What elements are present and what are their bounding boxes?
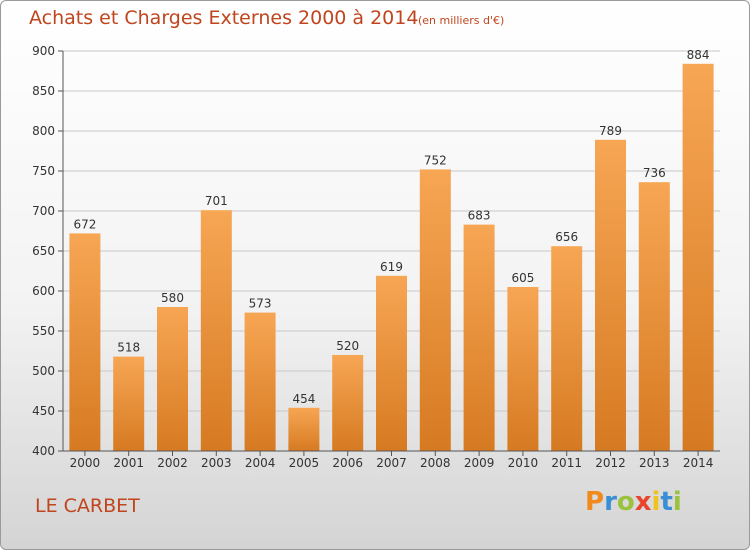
y-tick-label: 500 bbox=[32, 364, 55, 378]
y-tick-label: 850 bbox=[32, 84, 55, 98]
logo-letter: i bbox=[651, 487, 661, 517]
bar-2014[interactable] bbox=[682, 63, 714, 452]
data-label: 520 bbox=[336, 339, 359, 353]
y-tick-label: 700 bbox=[32, 204, 55, 218]
x-tick-label: 2007 bbox=[376, 456, 407, 470]
logo-letter: x bbox=[634, 487, 652, 517]
logo-letter: o bbox=[616, 487, 635, 517]
bar-2002[interactable] bbox=[157, 307, 188, 451]
data-label: 701 bbox=[205, 194, 228, 208]
bar-2008[interactable] bbox=[419, 169, 451, 451]
x-tick-label: 2006 bbox=[332, 456, 363, 470]
data-label: 573 bbox=[249, 297, 272, 311]
x-tick-label: 2005 bbox=[289, 456, 320, 470]
y-tick-label: 400 bbox=[32, 444, 55, 458]
y-tick-label: 650 bbox=[32, 244, 55, 258]
chart-unit: (en milliers d'€) bbox=[418, 14, 505, 27]
bar-2001[interactable] bbox=[113, 356, 145, 451]
place-name: LE CARBET bbox=[35, 495, 140, 517]
data-label: 454 bbox=[292, 392, 315, 406]
y-tick-label: 800 bbox=[32, 124, 55, 138]
data-label: 518 bbox=[117, 341, 140, 355]
data-label: 672 bbox=[73, 217, 96, 231]
x-tick-label: 2001 bbox=[113, 456, 144, 470]
logo-letter: i bbox=[672, 487, 682, 517]
y-tick-label: 900 bbox=[32, 44, 55, 58]
data-label: 789 bbox=[599, 124, 622, 138]
data-label: 656 bbox=[555, 230, 578, 244]
proxiti-logo[interactable]: Proxiti bbox=[585, 487, 682, 517]
x-tick-label: 2008 bbox=[420, 456, 451, 470]
x-tick-label: 2000 bbox=[70, 456, 101, 470]
bar-2009[interactable] bbox=[463, 224, 495, 451]
y-tick-label: 600 bbox=[32, 284, 55, 298]
x-tick-label: 2012 bbox=[595, 456, 626, 470]
bar-2007[interactable] bbox=[376, 275, 407, 451]
chart-title: Achats et Charges Externes 2000 à 2014 bbox=[29, 7, 419, 29]
logo-letter: r bbox=[604, 487, 617, 517]
x-tick-label: 2004 bbox=[245, 456, 276, 470]
x-tick-label: 2013 bbox=[639, 456, 670, 470]
logo-letter: P bbox=[585, 487, 605, 517]
data-label: 752 bbox=[424, 153, 447, 167]
x-tick-label: 2009 bbox=[464, 456, 495, 470]
bar-2012[interactable] bbox=[595, 139, 626, 452]
data-label: 683 bbox=[468, 209, 491, 223]
data-label: 884 bbox=[687, 48, 710, 62]
x-tick-label: 2002 bbox=[157, 456, 188, 470]
y-tick-label: 550 bbox=[32, 324, 55, 338]
bar-2010[interactable] bbox=[507, 287, 539, 451]
data-label: 736 bbox=[643, 166, 666, 180]
y-tick-label: 750 bbox=[32, 164, 55, 178]
axes bbox=[58, 50, 720, 456]
bar-2004[interactable] bbox=[244, 312, 276, 451]
x-tick-label: 2011 bbox=[551, 456, 582, 470]
bar-2011[interactable] bbox=[551, 246, 583, 451]
x-tick-label: 2010 bbox=[508, 456, 539, 470]
data-label: 619 bbox=[380, 260, 403, 274]
data-label: 605 bbox=[511, 271, 534, 285]
bars bbox=[69, 63, 714, 452]
x-tick-label: 2003 bbox=[201, 456, 232, 470]
bar-2003[interactable] bbox=[200, 210, 232, 451]
x-tick-label: 2014 bbox=[683, 456, 714, 470]
bar-2005[interactable] bbox=[288, 407, 320, 451]
data-label: 580 bbox=[161, 291, 184, 305]
bar-2006[interactable] bbox=[332, 355, 364, 451]
y-tick-label: 450 bbox=[32, 404, 55, 418]
bar-2013[interactable] bbox=[638, 182, 670, 451]
bar-2000[interactable] bbox=[69, 233, 101, 451]
labels: 400 450 500 550 600 650 700 750 800 850 900 672 2000… bbox=[32, 44, 713, 470]
logo-letter: t bbox=[660, 487, 673, 517]
